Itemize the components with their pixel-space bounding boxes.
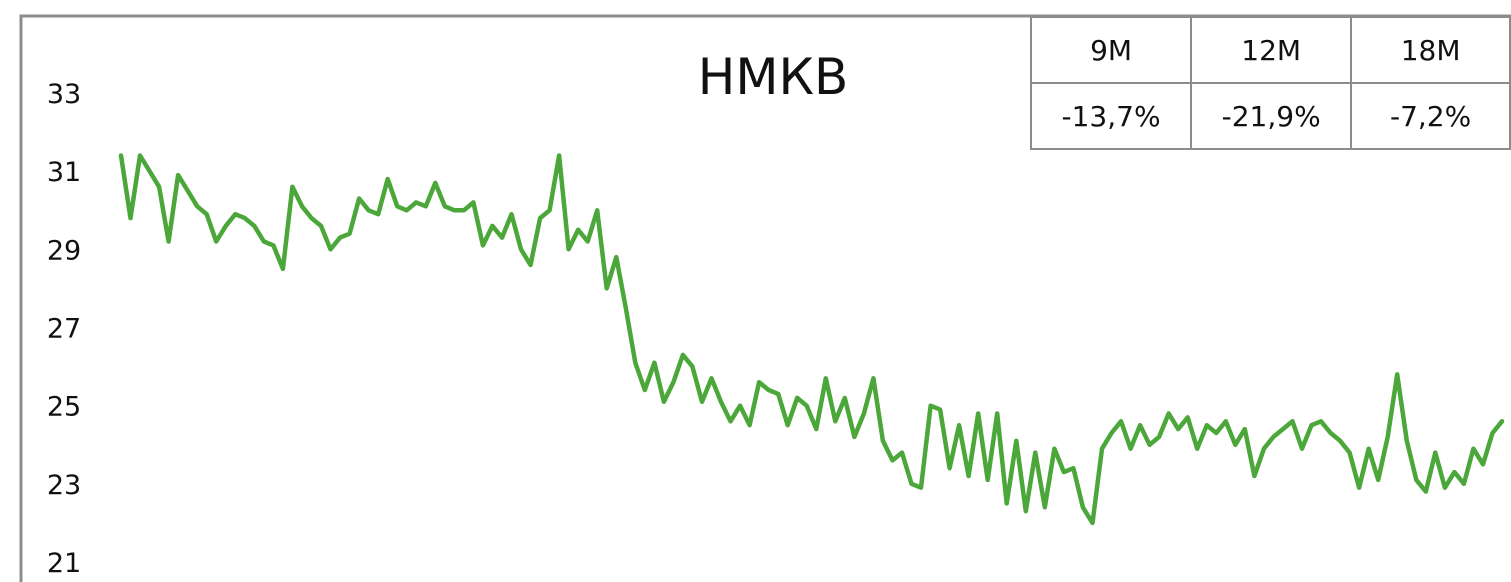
- period-value-9m: -13,7%: [1029, 82, 1193, 150]
- period-header-12m: 12M: [1190, 16, 1353, 84]
- y-tick-label: 33: [47, 79, 81, 110]
- plot-frame: [19, 14, 1511, 582]
- period-value-18m: -7,2%: [1350, 82, 1511, 150]
- y-tick-label: 27: [47, 314, 81, 345]
- price-series-line: [118, 153, 1505, 526]
- y-tick-label: 25: [47, 392, 81, 423]
- period-header-18m: 18M: [1350, 16, 1511, 84]
- y-axis-ticks: 21 23 25 27 29 31 33: [47, 79, 81, 579]
- period-value-12m: -21,9%: [1190, 82, 1353, 150]
- y-tick-label: 23: [47, 470, 81, 501]
- chart-title: НМКВ: [698, 48, 849, 106]
- y-tick-label: 29: [47, 235, 81, 266]
- performance-table: 9M 12M 18M -13,7% -21,9% -7,2%: [1029, 16, 1511, 150]
- performance-header-row: 9M 12M 18M: [1029, 16, 1511, 84]
- period-header-9m: 9M: [1029, 16, 1193, 84]
- performance-value-row: -13,7% -21,9% -7,2%: [1029, 82, 1511, 150]
- y-tick-label: 31: [47, 157, 81, 188]
- y-tick-label: 21: [47, 548, 81, 579]
